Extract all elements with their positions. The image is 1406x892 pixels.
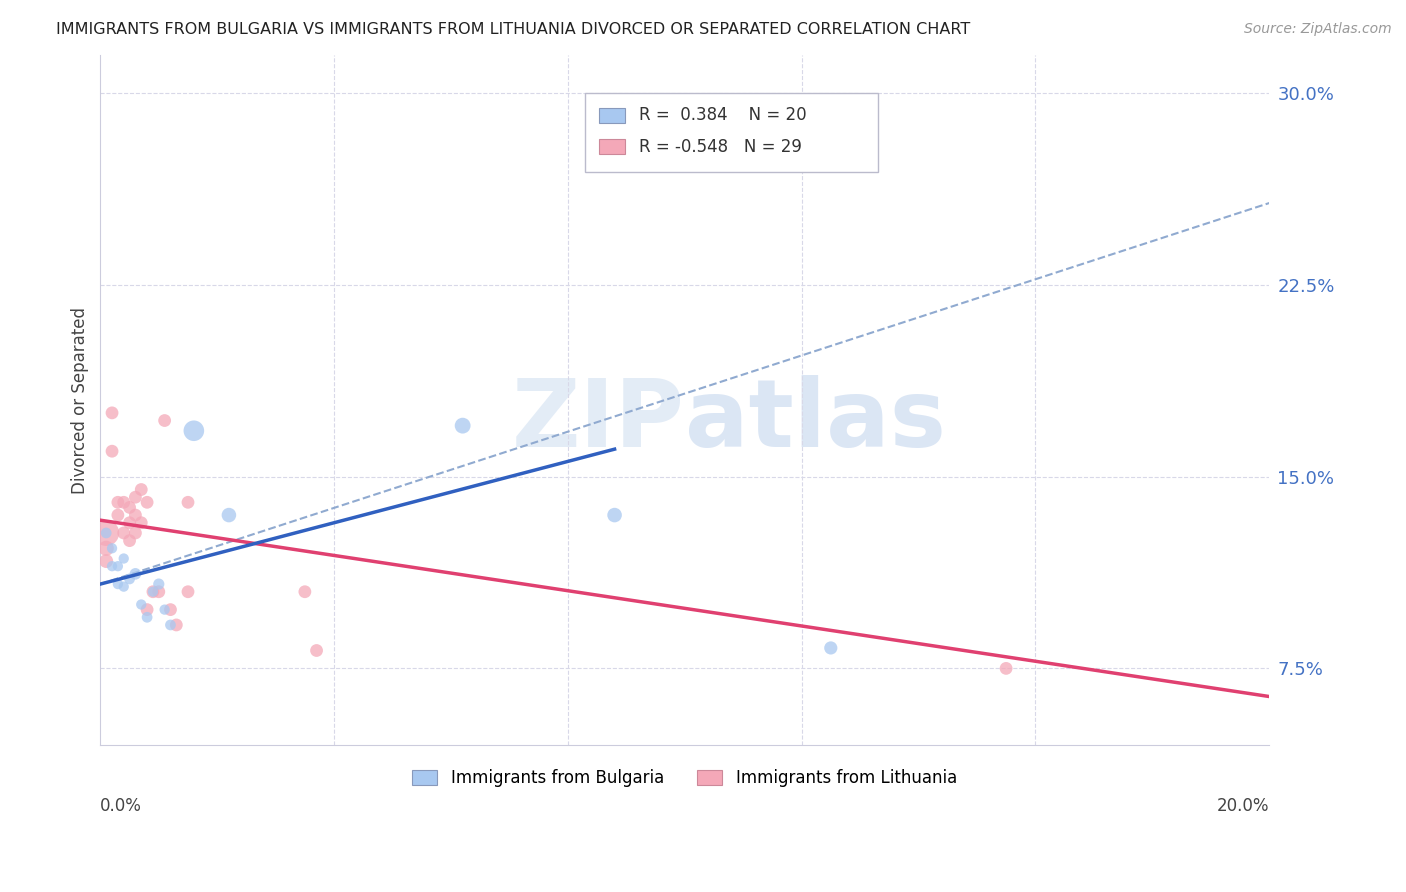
Point [107, 508, 129, 522]
Point [129, 483, 152, 497]
Point [136, 495, 159, 509]
Text: ZIP: ZIP [512, 375, 685, 467]
Point [305, 643, 328, 657]
Point [451, 418, 474, 433]
Point [112, 495, 135, 509]
FancyBboxPatch shape [599, 139, 626, 154]
Text: R =  0.384    N = 20: R = 0.384 N = 20 [640, 106, 807, 124]
Point [136, 602, 159, 616]
Point [112, 525, 135, 540]
Point [183, 424, 205, 438]
Legend: Immigrants from Bulgaria, Immigrants from Lithuania: Immigrants from Bulgaria, Immigrants fro… [404, 761, 966, 796]
Point [218, 508, 240, 522]
Text: atlas: atlas [685, 375, 946, 467]
Text: 0.0%: 0.0% [100, 797, 142, 814]
Y-axis label: Divorced or Separated: Divorced or Separated [72, 307, 89, 493]
Point [820, 640, 842, 655]
Point [129, 516, 152, 530]
Point [101, 541, 124, 556]
Point [112, 580, 135, 594]
Point [96, 554, 118, 568]
Point [136, 610, 159, 624]
Point [177, 584, 200, 599]
Text: IMMIGRANTS FROM BULGARIA VS IMMIGRANTS FROM LITHUANIA DIVORCED OR SEPARATED CORR: IMMIGRANTS FROM BULGARIA VS IMMIGRANTS F… [56, 22, 970, 37]
Point [995, 661, 1018, 675]
FancyBboxPatch shape [599, 108, 626, 123]
Text: Source: ZipAtlas.com: Source: ZipAtlas.com [1244, 22, 1392, 37]
Point [148, 584, 170, 599]
Point [153, 602, 176, 616]
Text: 20.0%: 20.0% [1216, 797, 1270, 814]
Point [159, 618, 181, 632]
Point [96, 525, 118, 540]
Point [603, 508, 626, 522]
Point [153, 413, 176, 427]
Point [118, 533, 141, 548]
Text: R = -0.548   N = 29: R = -0.548 N = 29 [640, 138, 801, 156]
Point [294, 584, 316, 599]
Point [118, 500, 141, 515]
Point [112, 551, 135, 566]
Point [142, 584, 165, 599]
Point [107, 495, 129, 509]
Point [101, 406, 124, 420]
Point [165, 618, 187, 632]
Point [124, 525, 146, 540]
Point [107, 577, 129, 591]
Point [96, 525, 118, 540]
Point [148, 577, 170, 591]
Point [101, 444, 124, 458]
Point [118, 516, 141, 530]
Point [118, 572, 141, 586]
Point [124, 566, 146, 581]
Point [96, 541, 118, 556]
Point [107, 559, 129, 574]
Point [159, 602, 181, 616]
Point [124, 490, 146, 504]
Point [101, 559, 124, 574]
Point [142, 584, 165, 599]
Point [177, 495, 200, 509]
Point [124, 508, 146, 522]
FancyBboxPatch shape [585, 93, 877, 172]
Point [129, 598, 152, 612]
